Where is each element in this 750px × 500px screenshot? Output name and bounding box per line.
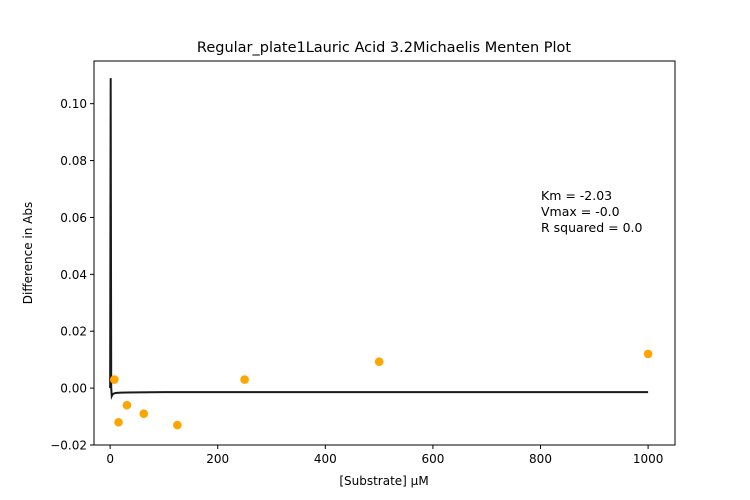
y-axis-label: Difference in Abs [21,202,35,305]
data-point [139,409,149,419]
data-point [110,375,119,384]
data-point [374,357,384,366]
axes-frame [93,60,676,446]
r-squared-annotation: R squared = 0.0 [541,220,643,235]
y-axis-ticks: −0.02 0.00 0.02 0.04 0.06 0.08 0.10 [50,97,94,453]
y-tick-label: 0.10 [60,97,87,111]
x-axis-ticks: 0 200 400 600 800 1000 [106,445,663,466]
x-tick-label: 200 [206,452,229,466]
x-tick-label: 600 [421,452,444,466]
x-axis-label: [Substrate] µM [339,474,428,488]
data-point [173,420,182,430]
fit-curve [109,78,649,400]
y-tick-label: −0.02 [50,439,87,453]
x-tick-label: 800 [529,452,552,466]
data-point [122,400,132,410]
y-tick-label: 0.00 [60,382,87,396]
x-tick-label: 1000 [633,452,664,466]
fit-curve-layer [109,78,649,400]
y-tick-label: 0.04 [60,268,87,282]
data-point [114,417,123,427]
data-points-layer [110,349,653,430]
chart-title: Regular_plate1Lauric Acid 3.2Michaelis M… [197,40,571,56]
x-tick-label: 0 [106,452,114,466]
km-annotation: Km = -2.03 [541,188,612,203]
x-tick-label: 400 [314,452,337,466]
data-point [240,375,249,384]
data-point [643,349,653,359]
y-tick-label: 0.06 [60,211,87,225]
y-tick-label: 0.02 [60,325,87,339]
y-tick-label: 0.08 [60,154,87,168]
fit-annotation: Km = -2.03 Vmax = -0.0 R squared = 0.0 [541,188,643,235]
vmax-annotation: Vmax = -0.0 [541,204,620,219]
